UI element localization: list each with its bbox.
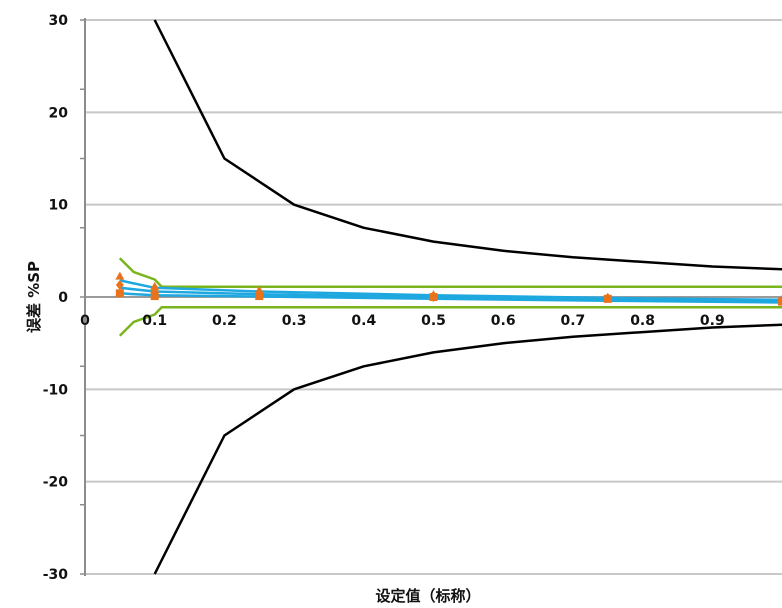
- envelope-line-0: [153, 19, 782, 271]
- y-tick-label: 20: [49, 105, 69, 121]
- tick-labels: 30 20 10 0 -10 -20 -30 0 0.1 0.2 0.3 0.4 0.5 0.6 0.7 0.…: [43, 13, 725, 583]
- series-lines: [118, 19, 782, 575]
- spec-line-2: [118, 257, 782, 289]
- y-axis-title: 误差 %SP: [25, 261, 43, 333]
- square-marker: [255, 292, 264, 301]
- x-tick-label: 0.7: [560, 313, 585, 329]
- x-tick-label: 0.5: [421, 313, 446, 329]
- x-tick-label: 0.1: [142, 313, 167, 329]
- x-tick-label: 0.2: [212, 313, 237, 329]
- y-tick-label: 0: [58, 290, 68, 306]
- x-axis-title: 设定值（标称）: [375, 587, 480, 605]
- measured-line-5: [119, 286, 782, 302]
- data-markers: [115, 271, 782, 306]
- y-tick-label: -30: [43, 567, 69, 583]
- y-tick-label: -10: [43, 382, 69, 398]
- square-marker: [429, 293, 438, 301]
- square-marker: [150, 292, 159, 301]
- diamond-marker: [115, 279, 124, 290]
- triangle-marker: [115, 271, 125, 280]
- x-tick-label: 0.6: [491, 313, 516, 329]
- measured-line-6: [119, 292, 782, 304]
- y-tick-label: -20: [43, 475, 69, 491]
- spec-line-3: [118, 305, 782, 337]
- x-tick-label: 0.9: [700, 313, 725, 329]
- x-tick-label: 0: [80, 313, 90, 329]
- triangle-marker: [150, 281, 160, 290]
- square-marker: [115, 289, 124, 298]
- square-marker: [603, 294, 612, 303]
- square-marker: [778, 297, 782, 306]
- y-tick-label: 10: [49, 198, 69, 214]
- x-tick-label: 0.8: [630, 313, 655, 329]
- x-tick-label: 0.3: [282, 313, 307, 329]
- y-tick-label: 30: [49, 13, 69, 29]
- envelope-line-1: [153, 323, 782, 575]
- x-tick-label: 0.4: [351, 313, 376, 329]
